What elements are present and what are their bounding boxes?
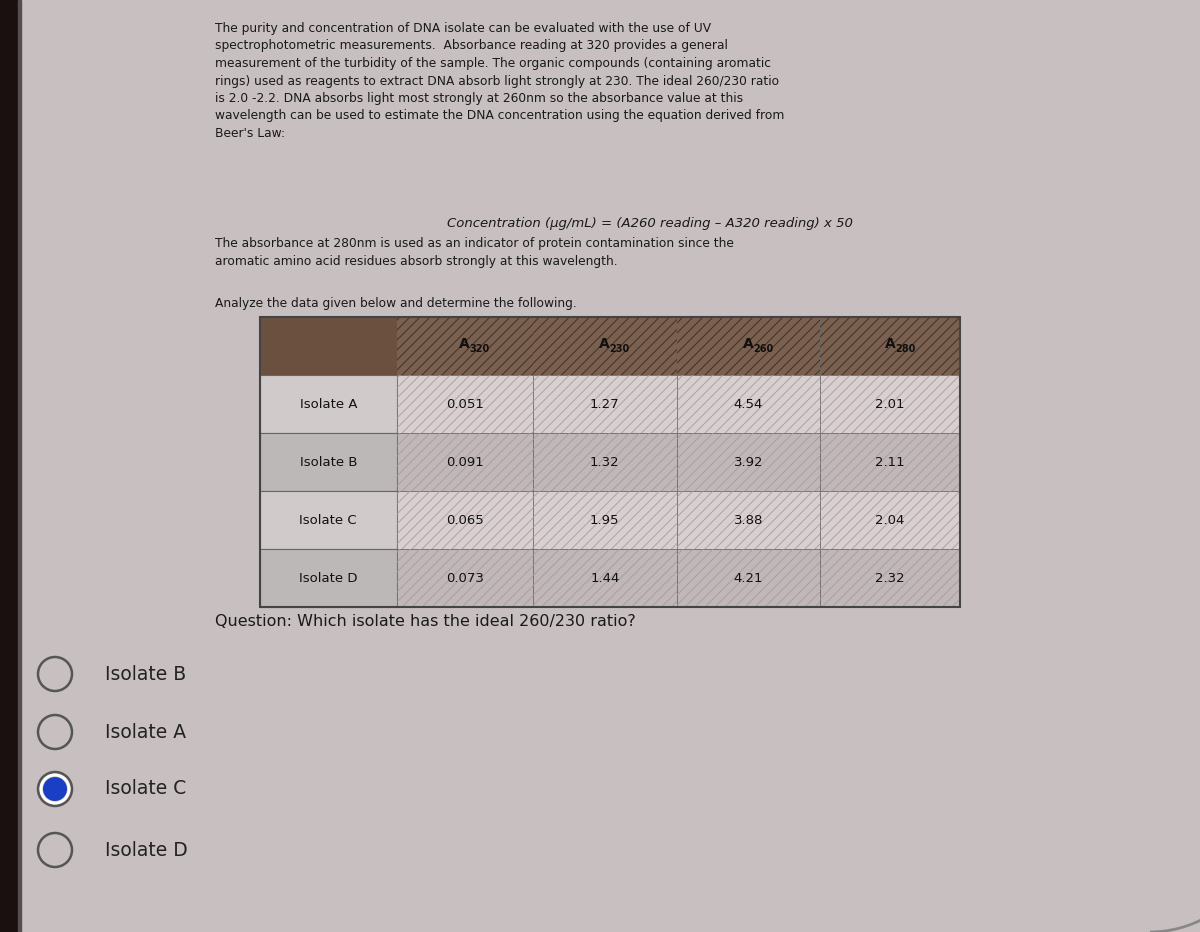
Bar bbox=[677, 433, 820, 491]
Bar bbox=[0, 0, 18, 932]
Circle shape bbox=[38, 772, 72, 806]
Bar bbox=[260, 433, 396, 491]
Bar bbox=[533, 433, 677, 491]
Text: 0.091: 0.091 bbox=[446, 456, 484, 469]
Text: 3.92: 3.92 bbox=[733, 456, 763, 469]
Text: 4.21: 4.21 bbox=[733, 571, 763, 584]
Bar bbox=[260, 317, 396, 375]
Bar bbox=[533, 491, 677, 549]
Text: A: A bbox=[599, 337, 610, 351]
Text: Concentration (μg/mL) = (A260 reading – A320 reading) x 50: Concentration (μg/mL) = (A260 reading – … bbox=[448, 217, 853, 230]
Bar bbox=[533, 375, 677, 433]
Bar bbox=[677, 549, 820, 607]
Text: Isolate D: Isolate D bbox=[299, 571, 358, 584]
Bar bbox=[260, 317, 960, 607]
Text: 1.27: 1.27 bbox=[590, 398, 619, 410]
Text: A: A bbox=[460, 337, 470, 351]
Bar bbox=[396, 317, 533, 375]
Text: 1.95: 1.95 bbox=[590, 514, 619, 527]
Text: Isolate D: Isolate D bbox=[106, 841, 187, 859]
Text: 320: 320 bbox=[469, 344, 490, 354]
Text: Analyze the data given below and determine the following.: Analyze the data given below and determi… bbox=[215, 297, 577, 310]
Text: Question: Which isolate has the ideal 260/230 ratio?: Question: Which isolate has the ideal 26… bbox=[215, 614, 636, 629]
Text: Isolate C: Isolate C bbox=[300, 514, 358, 527]
Text: 280: 280 bbox=[895, 344, 916, 354]
Text: 0.065: 0.065 bbox=[446, 514, 484, 527]
Text: Isolate A: Isolate A bbox=[300, 398, 358, 410]
Text: 1.44: 1.44 bbox=[590, 571, 619, 584]
Bar bbox=[820, 317, 960, 375]
Text: 4.54: 4.54 bbox=[733, 398, 763, 410]
Text: Isolate B: Isolate B bbox=[300, 456, 358, 469]
Bar bbox=[396, 491, 533, 549]
Bar bbox=[260, 375, 396, 433]
Bar bbox=[820, 491, 960, 549]
Bar bbox=[533, 549, 677, 607]
Text: 2.04: 2.04 bbox=[875, 514, 905, 527]
Bar bbox=[18, 0, 22, 932]
Bar bbox=[820, 375, 960, 433]
Text: 0.073: 0.073 bbox=[446, 571, 484, 584]
Text: 230: 230 bbox=[610, 344, 630, 354]
Bar bbox=[677, 317, 820, 375]
Circle shape bbox=[38, 715, 72, 749]
Text: Isolate A: Isolate A bbox=[106, 722, 186, 742]
Text: 2.32: 2.32 bbox=[875, 571, 905, 584]
Text: 0.051: 0.051 bbox=[446, 398, 484, 410]
Text: Isolate C: Isolate C bbox=[106, 779, 186, 799]
Text: 2.11: 2.11 bbox=[875, 456, 905, 469]
Text: The absorbance at 280nm is used as an indicator of protein contamination since t: The absorbance at 280nm is used as an in… bbox=[215, 237, 734, 267]
Text: 2.01: 2.01 bbox=[875, 398, 905, 410]
Bar bbox=[820, 433, 960, 491]
Bar bbox=[260, 549, 396, 607]
Bar bbox=[677, 491, 820, 549]
Circle shape bbox=[38, 833, 72, 867]
Text: 3.88: 3.88 bbox=[733, 514, 763, 527]
Bar bbox=[396, 433, 533, 491]
Bar bbox=[396, 375, 533, 433]
Bar bbox=[820, 549, 960, 607]
Text: A: A bbox=[743, 337, 754, 351]
Bar bbox=[677, 375, 820, 433]
Text: 260: 260 bbox=[754, 344, 774, 354]
Text: Isolate B: Isolate B bbox=[106, 665, 186, 683]
Text: 1.32: 1.32 bbox=[590, 456, 619, 469]
Circle shape bbox=[43, 777, 67, 801]
Bar bbox=[396, 549, 533, 607]
Bar bbox=[533, 317, 677, 375]
Circle shape bbox=[38, 657, 72, 691]
Bar bbox=[260, 491, 396, 549]
Text: A: A bbox=[884, 337, 895, 351]
Text: The purity and concentration of DNA isolate can be evaluated with the use of UV
: The purity and concentration of DNA isol… bbox=[215, 22, 785, 140]
